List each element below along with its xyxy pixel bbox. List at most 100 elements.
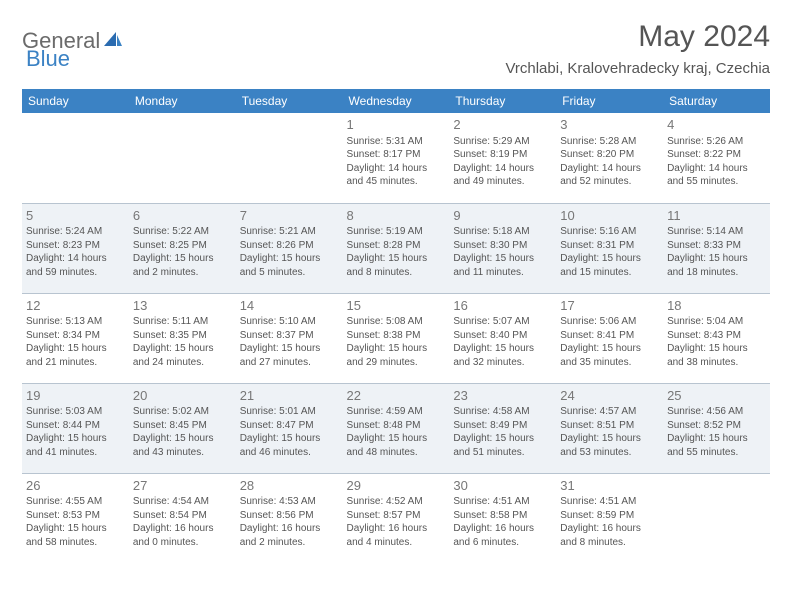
calendar-day-cell: 12Sunrise: 5:13 AMSunset: 8:34 PMDayligh… xyxy=(22,293,129,383)
sunset-text: Sunset: 8:25 PM xyxy=(133,239,232,253)
calendar-table: Sunday Monday Tuesday Wednesday Thursday… xyxy=(22,89,770,563)
daylight-text: Daylight: 15 hours and 55 minutes. xyxy=(667,432,766,459)
calendar-day-cell: 24Sunrise: 4:57 AMSunset: 8:51 PMDayligh… xyxy=(556,383,663,473)
sunset-text: Sunset: 8:40 PM xyxy=(453,329,552,343)
sunset-text: Sunset: 8:57 PM xyxy=(347,509,446,523)
calendar-day-cell: 25Sunrise: 4:56 AMSunset: 8:52 PMDayligh… xyxy=(663,383,770,473)
calendar-day-cell: 7Sunrise: 5:21 AMSunset: 8:26 PMDaylight… xyxy=(236,203,343,293)
day-number: 23 xyxy=(453,387,552,405)
calendar-day-cell xyxy=(663,473,770,563)
daylight-text: Daylight: 15 hours and 35 minutes. xyxy=(560,342,659,369)
day-header: Monday xyxy=(129,89,236,113)
day-header: Wednesday xyxy=(343,89,450,113)
calendar-day-cell: 31Sunrise: 4:51 AMSunset: 8:59 PMDayligh… xyxy=(556,473,663,563)
daylight-text: Daylight: 15 hours and 27 minutes. xyxy=(240,342,339,369)
sunrise-text: Sunrise: 4:56 AM xyxy=(667,405,766,419)
calendar-day-cell: 14Sunrise: 5:10 AMSunset: 8:37 PMDayligh… xyxy=(236,293,343,383)
day-number: 1 xyxy=(347,116,446,134)
daylight-text: Daylight: 16 hours and 4 minutes. xyxy=(347,522,446,549)
calendar-day-cell: 18Sunrise: 5:04 AMSunset: 8:43 PMDayligh… xyxy=(663,293,770,383)
sunrise-text: Sunrise: 5:07 AM xyxy=(453,315,552,329)
day-number: 6 xyxy=(133,207,232,225)
sunset-text: Sunset: 8:53 PM xyxy=(26,509,125,523)
calendar-day-cell: 13Sunrise: 5:11 AMSunset: 8:35 PMDayligh… xyxy=(129,293,236,383)
sunrise-text: Sunrise: 5:14 AM xyxy=(667,225,766,239)
sunrise-text: Sunrise: 4:51 AM xyxy=(560,495,659,509)
sunrise-text: Sunrise: 5:29 AM xyxy=(453,135,552,149)
day-number: 16 xyxy=(453,297,552,315)
daylight-text: Daylight: 15 hours and 51 minutes. xyxy=(453,432,552,459)
day-number: 11 xyxy=(667,207,766,225)
daylight-text: Daylight: 16 hours and 2 minutes. xyxy=(240,522,339,549)
day-number: 7 xyxy=(240,207,339,225)
day-number: 25 xyxy=(667,387,766,405)
day-number: 9 xyxy=(453,207,552,225)
daylight-text: Daylight: 16 hours and 6 minutes. xyxy=(453,522,552,549)
sunrise-text: Sunrise: 5:03 AM xyxy=(26,405,125,419)
daylight-text: Daylight: 16 hours and 0 minutes. xyxy=(133,522,232,549)
calendar-header-row: Sunday Monday Tuesday Wednesday Thursday… xyxy=(22,89,770,113)
day-number: 10 xyxy=(560,207,659,225)
calendar-body: 1Sunrise: 5:31 AMSunset: 8:17 PMDaylight… xyxy=(22,113,770,563)
sunrise-text: Sunrise: 5:24 AM xyxy=(26,225,125,239)
sunrise-text: Sunrise: 5:31 AM xyxy=(347,135,446,149)
sunset-text: Sunset: 8:35 PM xyxy=(133,329,232,343)
calendar-day-cell: 28Sunrise: 4:53 AMSunset: 8:56 PMDayligh… xyxy=(236,473,343,563)
sunset-text: Sunset: 8:37 PM xyxy=(240,329,339,343)
day-number: 31 xyxy=(560,477,659,495)
sunset-text: Sunset: 8:43 PM xyxy=(667,329,766,343)
day-number: 8 xyxy=(347,207,446,225)
sunset-text: Sunset: 8:59 PM xyxy=(560,509,659,523)
sunset-text: Sunset: 8:51 PM xyxy=(560,419,659,433)
daylight-text: Daylight: 14 hours and 59 minutes. xyxy=(26,252,125,279)
sunset-text: Sunset: 8:26 PM xyxy=(240,239,339,253)
calendar-day-cell xyxy=(129,113,236,203)
sunrise-text: Sunrise: 4:55 AM xyxy=(26,495,125,509)
calendar-day-cell: 23Sunrise: 4:58 AMSunset: 8:49 PMDayligh… xyxy=(449,383,556,473)
sunrise-text: Sunrise: 4:51 AM xyxy=(453,495,552,509)
sunrise-text: Sunrise: 5:19 AM xyxy=(347,225,446,239)
calendar-week-row: 1Sunrise: 5:31 AMSunset: 8:17 PMDaylight… xyxy=(22,113,770,203)
daylight-text: Daylight: 15 hours and 21 minutes. xyxy=(26,342,125,369)
sunrise-text: Sunrise: 4:52 AM xyxy=(347,495,446,509)
sunset-text: Sunset: 8:44 PM xyxy=(26,419,125,433)
day-number: 15 xyxy=(347,297,446,315)
sunrise-text: Sunrise: 5:11 AM xyxy=(133,315,232,329)
day-number: 28 xyxy=(240,477,339,495)
daylight-text: Daylight: 14 hours and 45 minutes. xyxy=(347,162,446,189)
page-header: General May 2024 Vrchlabi, Kralovehradec… xyxy=(22,20,770,77)
calendar-day-cell: 5Sunrise: 5:24 AMSunset: 8:23 PMDaylight… xyxy=(22,203,129,293)
day-number: 4 xyxy=(667,116,766,134)
day-number: 30 xyxy=(453,477,552,495)
calendar-day-cell: 4Sunrise: 5:26 AMSunset: 8:22 PMDaylight… xyxy=(663,113,770,203)
day-number: 2 xyxy=(453,116,552,134)
calendar-day-cell: 8Sunrise: 5:19 AMSunset: 8:28 PMDaylight… xyxy=(343,203,450,293)
daylight-text: Daylight: 15 hours and 38 minutes. xyxy=(667,342,766,369)
day-number: 20 xyxy=(133,387,232,405)
title-block: May 2024 Vrchlabi, Kralovehradecky kraj,… xyxy=(505,20,770,77)
calendar-day-cell: 19Sunrise: 5:03 AMSunset: 8:44 PMDayligh… xyxy=(22,383,129,473)
calendar-day-cell: 27Sunrise: 4:54 AMSunset: 8:54 PMDayligh… xyxy=(129,473,236,563)
daylight-text: Daylight: 15 hours and 53 minutes. xyxy=(560,432,659,459)
calendar-day-cell: 17Sunrise: 5:06 AMSunset: 8:41 PMDayligh… xyxy=(556,293,663,383)
brand-part2: Blue xyxy=(26,46,70,71)
sunset-text: Sunset: 8:48 PM xyxy=(347,419,446,433)
sunrise-text: Sunrise: 5:22 AM xyxy=(133,225,232,239)
sunrise-text: Sunrise: 5:21 AM xyxy=(240,225,339,239)
day-number: 29 xyxy=(347,477,446,495)
sunrise-text: Sunrise: 5:01 AM xyxy=(240,405,339,419)
day-number: 3 xyxy=(560,116,659,134)
sunrise-text: Sunrise: 5:08 AM xyxy=(347,315,446,329)
sunrise-text: Sunrise: 5:18 AM xyxy=(453,225,552,239)
sunset-text: Sunset: 8:31 PM xyxy=(560,239,659,253)
sunset-text: Sunset: 8:41 PM xyxy=(560,329,659,343)
calendar-day-cell: 22Sunrise: 4:59 AMSunset: 8:48 PMDayligh… xyxy=(343,383,450,473)
sunset-text: Sunset: 8:28 PM xyxy=(347,239,446,253)
day-number: 19 xyxy=(26,387,125,405)
page-title: May 2024 xyxy=(505,20,770,54)
sunset-text: Sunset: 8:45 PM xyxy=(133,419,232,433)
daylight-text: Daylight: 15 hours and 11 minutes. xyxy=(453,252,552,279)
calendar-week-row: 26Sunrise: 4:55 AMSunset: 8:53 PMDayligh… xyxy=(22,473,770,563)
sunset-text: Sunset: 8:30 PM xyxy=(453,239,552,253)
sunset-text: Sunset: 8:20 PM xyxy=(560,148,659,162)
